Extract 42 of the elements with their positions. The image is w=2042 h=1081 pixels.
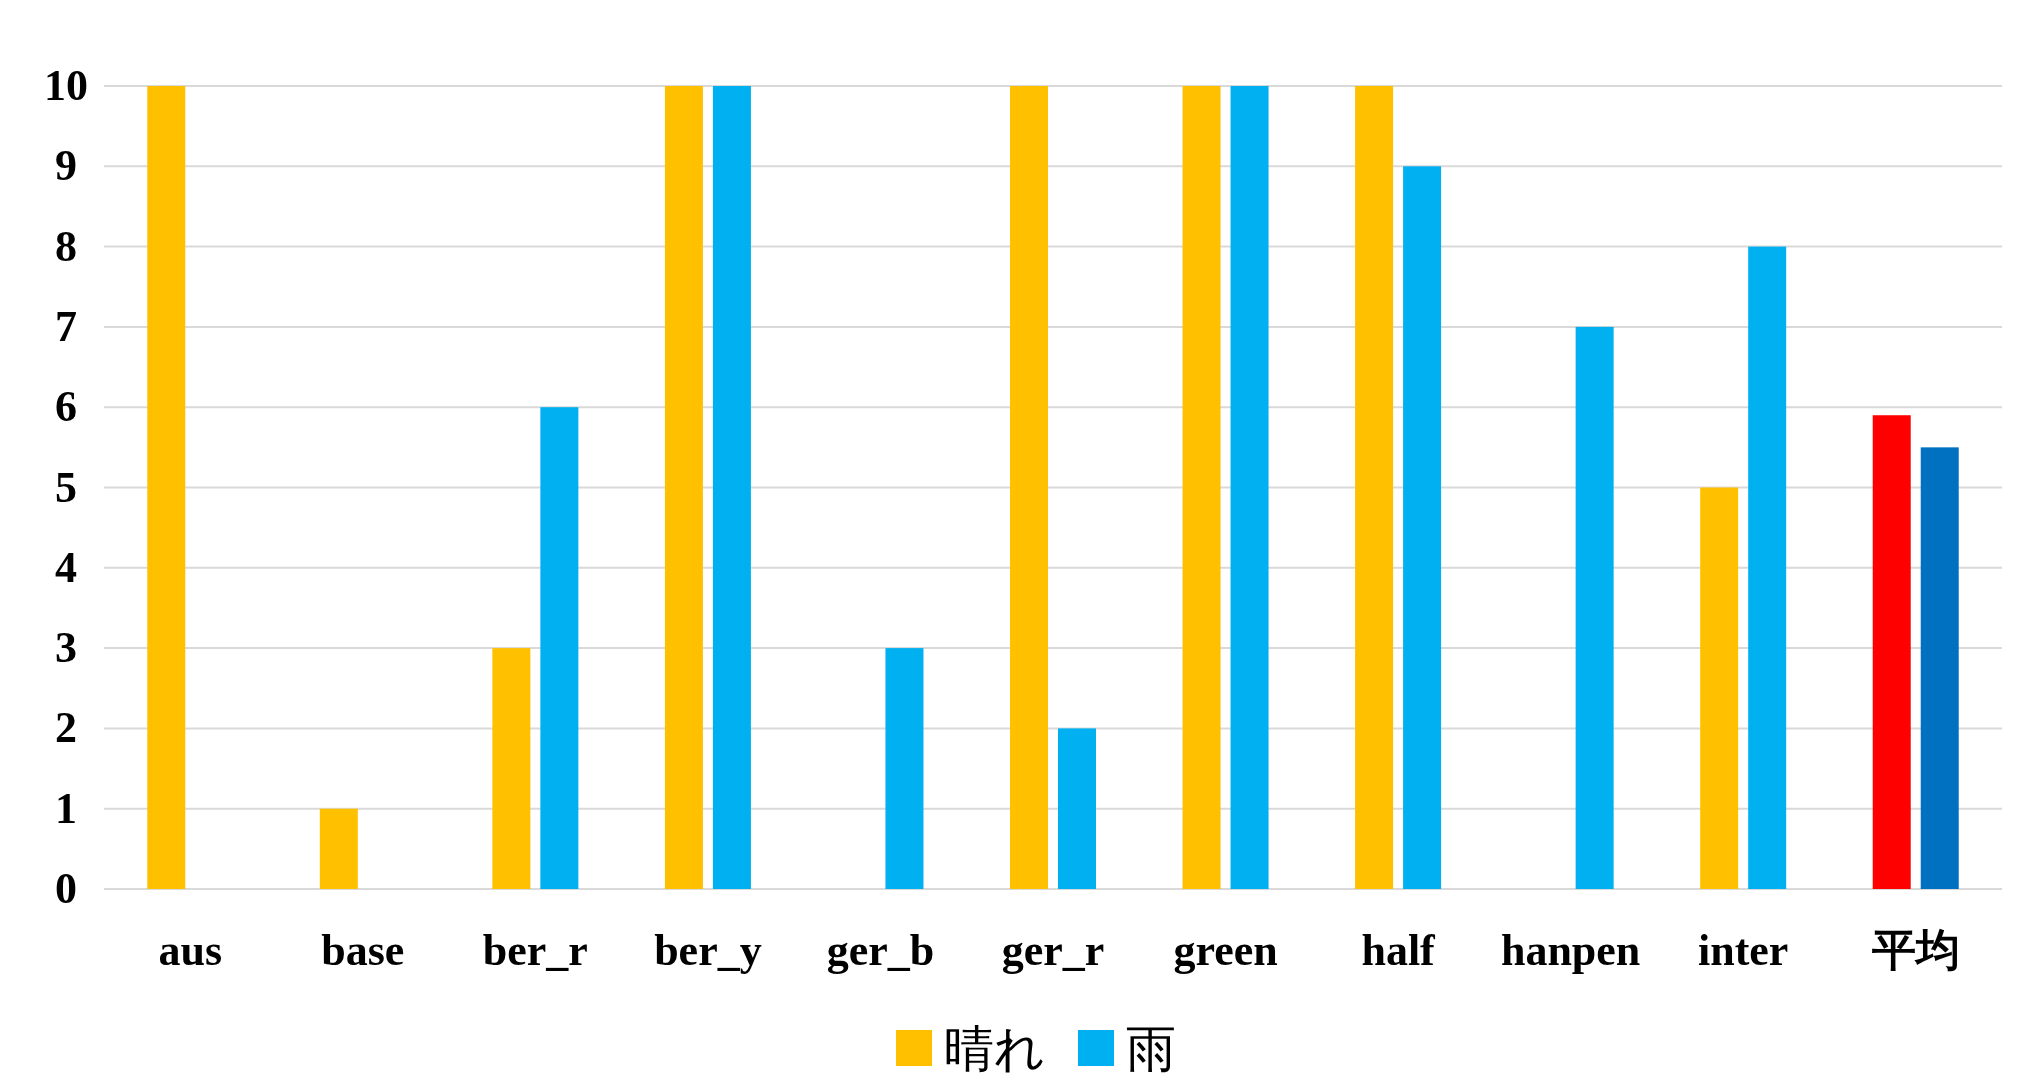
bar (664, 86, 703, 889)
bar (1575, 326, 1614, 889)
legend-label: 雨 (1126, 1020, 1176, 1078)
bar (885, 648, 924, 889)
bar (1058, 728, 1096, 889)
bar (147, 86, 186, 889)
x-tick-label: ger_b (826, 926, 935, 975)
bar (1355, 86, 1394, 889)
x-tick-label: 平均 (1871, 926, 1960, 975)
y-tick-label: 5 (55, 462, 77, 512)
bar (1403, 166, 1442, 889)
bar (319, 808, 358, 889)
bar (712, 86, 751, 889)
y-tick-label: 10 (44, 61, 88, 110)
y-tick-label: 2 (55, 703, 77, 753)
bar (1182, 86, 1221, 889)
x-tick-label: ber_y (654, 926, 762, 975)
y-tick-label: 8 (55, 221, 77, 271)
y-tick-label: 6 (55, 382, 77, 432)
y-tick-label: 3 (55, 623, 77, 673)
bar (1230, 86, 1269, 889)
x-tick-label: half (1361, 926, 1437, 975)
bar (1748, 246, 1787, 889)
y-tick-label: 7 (55, 301, 77, 351)
y-tick-label: 9 (55, 141, 77, 191)
x-tick-label: ger_r (1001, 926, 1105, 975)
x-tick-label: aus (158, 926, 223, 975)
bar (1010, 86, 1048, 889)
y-tick-label: 1 (55, 783, 77, 833)
y-tick-label: 4 (55, 542, 77, 592)
x-tick-label: hanpen (1500, 926, 1641, 975)
bar (492, 648, 531, 889)
x-tick-label: green (1173, 926, 1278, 975)
bar (1920, 447, 1959, 889)
x-tick-label: inter (1697, 926, 1789, 975)
legend-label: 晴れ (944, 1020, 1045, 1078)
x-tick-label: base (321, 926, 405, 975)
y-tick-label: 0 (55, 864, 77, 913)
bar (1872, 415, 1911, 889)
bar (540, 407, 579, 889)
x-tick-label: ber_r (482, 926, 588, 975)
bar (1700, 487, 1739, 889)
